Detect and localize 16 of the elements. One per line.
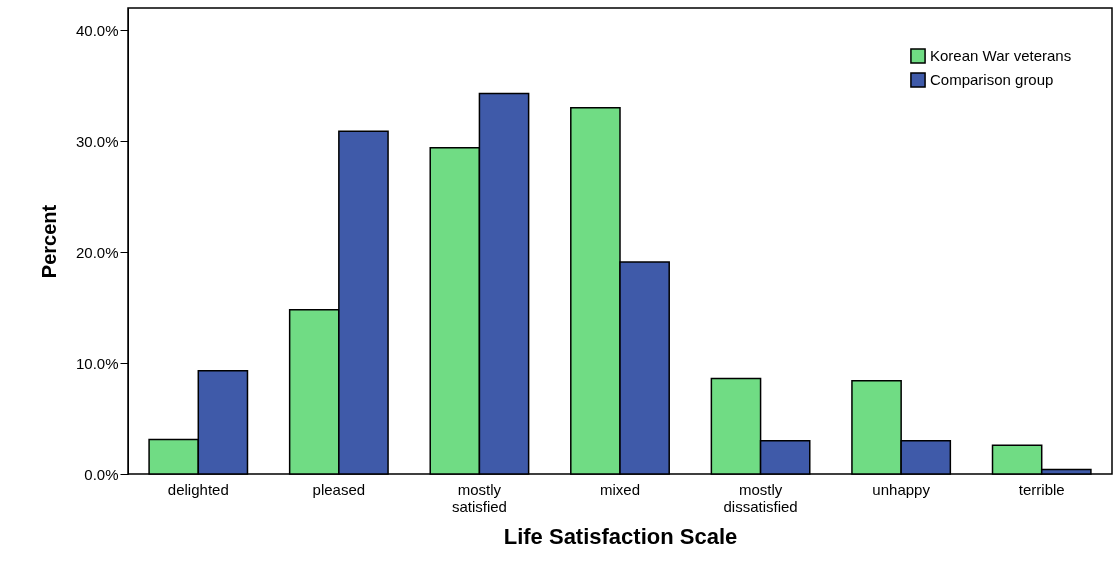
x-tick-label: mostly dissatisfied — [723, 480, 798, 515]
y-tick-label: 10.0% — [75, 354, 119, 372]
legend-label: Korean War veterans — [930, 47, 1072, 64]
y-tick-label: 0.0% — [84, 465, 119, 483]
legend-label: Comparison group — [930, 71, 1054, 88]
x-tick-label: mixed — [599, 480, 641, 498]
y-axis-title: Percent — [37, 204, 60, 279]
x-tick-label: delighted — [167, 480, 229, 498]
x-tick-label: mostly satisfied — [451, 480, 507, 515]
x-tick-label: unhappy — [872, 480, 931, 498]
y-tick-label: 40.0% — [75, 21, 119, 39]
x-tick-label: pleased — [312, 480, 366, 498]
y-tick-label: 20.0% — [75, 243, 119, 261]
x-tick-label: terrible — [1018, 480, 1065, 498]
y-tick-label: 30.0% — [75, 132, 119, 150]
x-axis-title: Life Satisfaction Scale — [503, 523, 738, 549]
